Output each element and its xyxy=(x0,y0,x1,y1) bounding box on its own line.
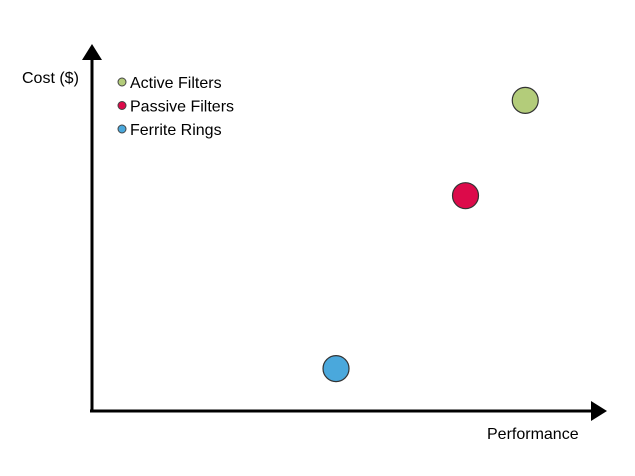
data-point-active-filters xyxy=(511,86,539,114)
data-point-ferrite-rings xyxy=(322,355,350,383)
legend-label-active-filters: Active Filters xyxy=(130,75,222,92)
data-points xyxy=(322,86,539,383)
y-axis-label: Cost ($) xyxy=(22,70,79,87)
data-point-passive-filters xyxy=(451,182,480,210)
legend-marker-ferrite-rings xyxy=(117,124,127,134)
legend-label-passive-filters: Passive Filters xyxy=(130,99,234,116)
x-axis-label: Performance xyxy=(487,426,579,443)
x-axis-arrowhead xyxy=(591,401,607,421)
legend-marker-passive-filters xyxy=(117,101,127,110)
legend-marker-active-filters xyxy=(117,77,127,87)
y-axis-arrowhead xyxy=(82,44,102,60)
legend: Active Filters Passive Filters Ferrite Rin… xyxy=(117,75,234,139)
legend-label-ferrite-rings: Ferrite Rings xyxy=(130,122,222,139)
